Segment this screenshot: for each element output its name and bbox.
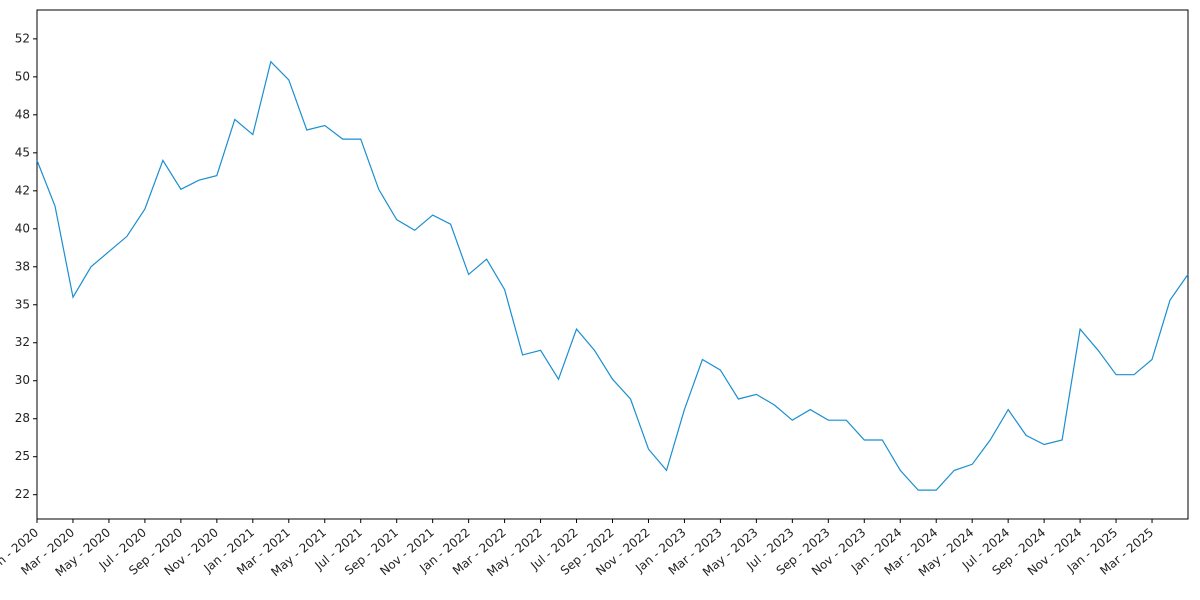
y-tick-label: 40 xyxy=(15,221,30,235)
y-tick-label: 50 xyxy=(15,69,30,83)
y-tick-label: 42 xyxy=(15,183,30,197)
y-tick-label: 48 xyxy=(15,107,30,121)
y-tick-label: 30 xyxy=(15,373,30,387)
y-tick-label: 38 xyxy=(15,259,30,273)
plot-frame xyxy=(36,9,1189,520)
y-tick-label: 45 xyxy=(15,145,30,159)
y-tick-label: 22 xyxy=(15,487,30,501)
price-line xyxy=(36,60,1189,491)
y-tick-label: 28 xyxy=(15,411,30,425)
y-tick-label: 52 xyxy=(15,31,30,45)
y-tick-label: 32 xyxy=(15,335,30,349)
y-tick-label: 35 xyxy=(15,297,30,311)
y-tick-label: 25 xyxy=(15,449,30,463)
